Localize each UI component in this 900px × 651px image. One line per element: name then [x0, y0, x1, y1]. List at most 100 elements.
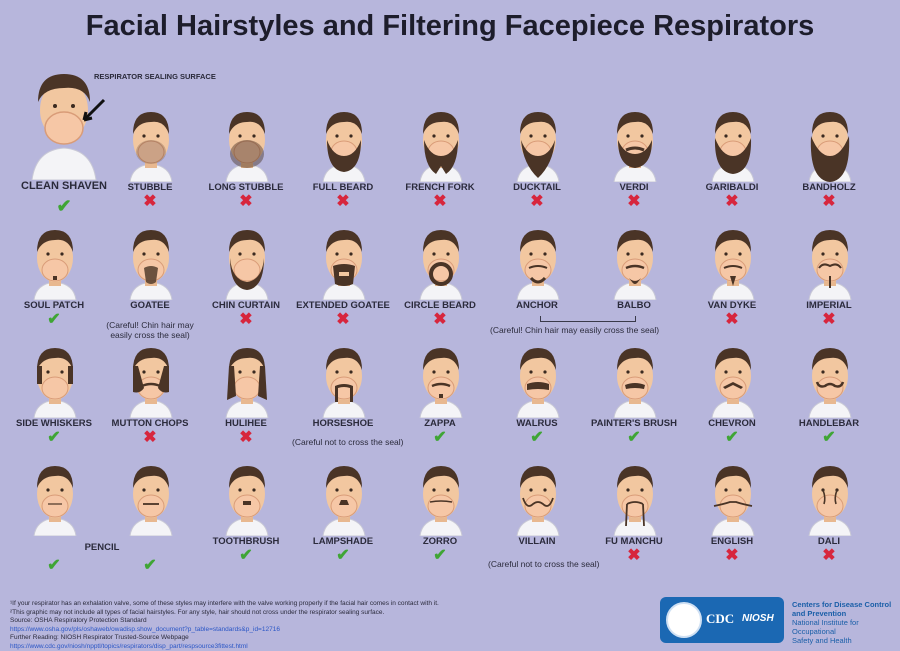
hairstyle-english: ENGLISH ✖ — [686, 454, 778, 572]
clean-shaven-reference: RESPIRATOR SEALING SURFACE CLEAN SHAVEN … — [14, 62, 216, 216]
hairstyle-label: ENGLISH — [710, 536, 754, 547]
cdc-org-line-2: and Prevention — [792, 609, 847, 618]
goatee-face-icon — [129, 230, 173, 300]
hairstyle-garibaldi: GARIBALDI ✖ — [686, 100, 778, 218]
check-icon: ✔ — [47, 429, 61, 446]
hairstyle-label: IMPERIAL — [806, 300, 852, 311]
cross-icon: ✖ — [822, 193, 836, 210]
hairstyle-label: SOUL PATCH — [23, 300, 85, 311]
check-icon: ✔ — [239, 547, 253, 564]
hairstyle-pencil-27: ✔ — [104, 454, 196, 574]
cross-icon: ✖ — [336, 311, 350, 328]
hairstyle-label: FU MANCHU — [605, 536, 663, 547]
toothbrush-face-icon — [225, 466, 269, 536]
hairstyle-label: ZAPPA — [424, 418, 456, 429]
hhs-seal-icon — [666, 602, 702, 638]
villain-face-icon — [516, 466, 560, 536]
hairstyle-ducktail: DUCKTAIL ✖ — [491, 100, 583, 218]
villain-note: (Careful not to cross the seal) — [488, 559, 600, 569]
anchor-balbo-bracket — [540, 316, 636, 322]
hairstyle-label: VAN DYKE — [707, 300, 757, 311]
hairstyle-label: VERDI — [619, 182, 649, 193]
hairstyle-imperial: IMPERIAL ✖ — [783, 218, 875, 336]
mutton-chops-face-icon — [129, 348, 173, 418]
hairstyle-villain: VILLAIN — [491, 454, 583, 572]
hairstyle-label: LONG STUBBLE — [208, 182, 284, 193]
hairstyle-label: CHIN CURTAIN — [212, 300, 280, 311]
check-icon: ✔ — [822, 429, 836, 446]
hairstyle-stubble: STUBBLE ✖ — [104, 100, 196, 218]
cross-icon: ✖ — [239, 193, 253, 210]
hairstyle-label: CIRCLE BEARD — [404, 300, 476, 311]
cross-icon: ✖ — [433, 193, 447, 210]
pencil-27-face-icon — [129, 466, 173, 536]
hairstyle-label: EXTENDED GOATEE — [296, 300, 390, 311]
soul-patch-face-icon — [33, 230, 77, 300]
check-icon: ✔ — [336, 547, 350, 564]
cross-icon: ✖ — [725, 547, 739, 564]
hairstyle-label: FRENCH FORK — [405, 182, 475, 193]
further-reading-link[interactable]: https://www.cdc.gov/niosh/npptl/topics/r… — [10, 642, 248, 650]
cross-icon: ✖ — [822, 547, 836, 564]
french-fork-face-icon — [419, 112, 463, 182]
hairstyle-label: CHEVRON — [708, 418, 756, 429]
hairstyle-painter-s-brush: PAINTER'S BRUSH ✔ — [588, 336, 680, 454]
hairstyle-verdi: VERDI ✖ — [588, 100, 680, 218]
hairstyle-hulihee: HULIHEE ✖ — [200, 336, 292, 454]
footnote-2: ²This graphic may not include all types … — [10, 608, 385, 616]
chevron-face-icon — [711, 348, 755, 418]
full-beard-face-icon — [322, 112, 366, 182]
hairstyle-label: ZORRO — [422, 536, 458, 547]
hairstyle-label: PAINTER'S BRUSH — [590, 418, 677, 429]
extended-goatee-face-icon — [322, 230, 366, 300]
hairstyle-label: HULIHEE — [225, 418, 267, 429]
cross-icon: ✖ — [239, 429, 253, 446]
hairstyle-label: ANCHOR — [516, 300, 558, 311]
cross-icon: ✖ — [627, 193, 641, 210]
zappa-face-icon — [419, 348, 463, 418]
hairstyle-label: SIDE WHISKERS — [15, 418, 92, 429]
hairstyle-zorro: ZORRO ✔ — [394, 454, 486, 572]
cdc-niosh-logo: CDC NIOSH — [660, 597, 784, 643]
check-icon: ✔ — [47, 557, 61, 574]
hairstyle-label: GOATEE — [130, 300, 170, 311]
garibaldi-face-icon — [711, 112, 755, 182]
cross-icon: ✖ — [143, 429, 157, 446]
hairstyle-long-stubble: LONG STUBBLE ✖ — [200, 100, 292, 218]
source-label: Source: OSHA Respiratory Protection Stan… — [10, 617, 147, 624]
cross-icon: ✖ — [336, 193, 350, 210]
hairstyle-french-fork: FRENCH FORK ✖ — [394, 100, 486, 218]
footnote-1: ¹If your respirator has an exhalation va… — [10, 600, 439, 607]
hairstyle-walrus: WALRUS ✔ — [491, 336, 583, 454]
cdc-org-line-3: National Institute for Occupational — [792, 618, 859, 636]
hairstyle-mutton-chops: MUTTON CHOPS ✖ — [104, 336, 196, 454]
hairstyle-dali: DALI ✖ — [783, 454, 875, 572]
hairstyle-label: WALRUS — [516, 418, 558, 429]
hairstyle-fu-manchu: FU MANCHU ✖ — [588, 454, 680, 572]
check-icon: ✔ — [56, 196, 72, 216]
verdi-face-icon — [613, 112, 657, 182]
hairstyle-label: HORSESHOE — [312, 418, 374, 429]
cdc-logo-text: CDC — [706, 611, 735, 626]
hulihee-face-icon — [225, 348, 269, 418]
source-link[interactable]: https://www.osha.gov/pls/oshaweb/owadisp… — [10, 625, 280, 633]
walrus-face-icon — [516, 348, 560, 418]
hairstyle-label: HANDLEBAR — [798, 418, 860, 429]
pencil-label: PENCIL — [52, 542, 152, 553]
hairstyle-chin-curtain: CHIN CURTAIN ✖ — [200, 218, 292, 336]
english-face-icon — [711, 466, 755, 536]
hairstyle-label: DUCKTAIL — [513, 182, 561, 193]
cross-icon: ✖ — [239, 311, 253, 328]
hairstyle-anchor: ANCHOR — [491, 218, 583, 336]
hairstyle-handlebar: HANDLEBAR ✔ — [783, 336, 875, 454]
hairstyle-chevron: CHEVRON ✔ — [686, 336, 778, 454]
hairstyle-van-dyke: VAN DYKE ✖ — [686, 218, 778, 336]
check-icon: ✔ — [143, 557, 157, 574]
chin-curtain-face-icon — [225, 230, 269, 300]
hairstyle-label: VILLAIN — [518, 536, 556, 547]
check-icon: ✔ — [627, 429, 641, 446]
clean-shaven-label: CLEAN SHAVEN — [21, 180, 107, 192]
cdc-org-line-1: Centers for Disease Control — [792, 600, 892, 609]
horseshoe-face-icon — [322, 348, 366, 418]
hairstyle-toothbrush: TOOTHBRUSH ✔ — [200, 454, 292, 572]
